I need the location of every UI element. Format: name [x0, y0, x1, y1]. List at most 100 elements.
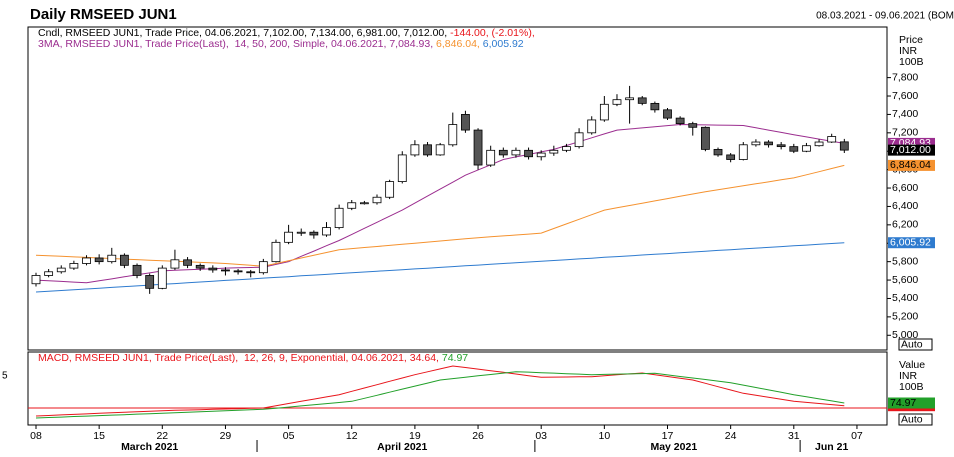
- axis-label: 100B: [899, 381, 924, 393]
- scale-button-label[interactable]: Auto: [901, 338, 923, 350]
- x-tick-label: 15: [93, 430, 105, 442]
- candle-body: [372, 196, 382, 204]
- y-tick-label: 5,400: [892, 292, 918, 304]
- candle-body: [145, 275, 155, 289]
- month-label: April 2021: [377, 441, 427, 453]
- value-tag-label: 6,005.92: [890, 236, 931, 248]
- candle-body: [94, 257, 104, 263]
- series-line: [35, 242, 845, 293]
- candle-body: [82, 257, 91, 264]
- value-tag-label: 6,846.04: [890, 159, 931, 171]
- value-tag: [888, 137, 935, 149]
- candle-body: [296, 231, 306, 234]
- x-tick-label: 08: [30, 430, 42, 442]
- candle-body: [183, 259, 192, 266]
- candle-body: [827, 136, 837, 143]
- candle-body: [233, 270, 243, 273]
- candle-body: [498, 149, 508, 156]
- candle-body: [713, 148, 723, 156]
- candle-body: [410, 144, 420, 156]
- candle-body: [549, 149, 559, 154]
- candle-body: [524, 149, 533, 158]
- candle-body: [726, 154, 736, 160]
- month-label: May 2021: [650, 441, 697, 453]
- candle-body: [789, 146, 799, 152]
- candle-body: [334, 207, 344, 229]
- x-tick-label: 12: [346, 430, 358, 442]
- legend-text: MACD, RMSEED JUN1, Trade Price(Last), 12…: [38, 352, 442, 364]
- candle-body: [675, 117, 685, 125]
- date-range: 08.03.2021 - 09.06.2021 (BOM: [816, 11, 954, 22]
- legend-line: MACD, RMSEED JUN1, Trade Price(Last), 12…: [38, 352, 468, 364]
- candle-body: [208, 267, 218, 271]
- candle-body: [69, 263, 79, 269]
- macd-panel-frame: [27, 351, 888, 426]
- x-tick-label: 24: [725, 430, 737, 442]
- scale-button[interactable]: [898, 413, 933, 426]
- candle-body: [448, 124, 458, 146]
- y-tick-label: 5,800: [892, 255, 918, 267]
- candle-body: [120, 254, 129, 266]
- candle-body: [599, 103, 609, 121]
- candle-body: [625, 97, 635, 101]
- x-tick-label: 31: [788, 430, 800, 442]
- x-tick-label: 22: [156, 430, 168, 442]
- legend-text: 3MA, RMSEED JUN1, Trade Price(Last), 14,…: [38, 38, 436, 50]
- series-line: [35, 371, 845, 419]
- value-tag-label: 7,012.00: [890, 144, 931, 156]
- candle-body: [347, 202, 357, 209]
- y-tick-label: 6,400: [892, 200, 918, 212]
- x-tick-label: 19: [409, 430, 421, 442]
- legend-text: -144.00, (-2.01%),: [450, 27, 535, 39]
- scale-button-label[interactable]: Auto: [901, 413, 923, 425]
- candle-body: [258, 261, 268, 274]
- candle-body: [751, 141, 761, 146]
- value-tag-label: 74.97: [890, 397, 916, 409]
- candle-body: [195, 264, 205, 269]
- legend-text: 6,005.92: [483, 38, 524, 50]
- candle-body: [284, 231, 294, 243]
- candle-body: [839, 141, 849, 151]
- candle-body: [157, 267, 167, 289]
- axis-label: INR: [899, 370, 918, 382]
- y-tick-label: 7,400: [892, 108, 918, 120]
- candle-body: [385, 181, 395, 198]
- y-tick-label: 5,200: [892, 311, 918, 323]
- value-tag: [888, 144, 935, 156]
- candle-body: [612, 99, 622, 105]
- candle-body: [814, 141, 824, 147]
- candle-body: [738, 144, 748, 160]
- y-tick-label: 5,000: [892, 329, 918, 341]
- x-tick-label: 07: [851, 430, 863, 442]
- legend-line: 3MA, RMSEED JUN1, Trade Price(Last), 14,…: [38, 38, 524, 50]
- candle-body: [461, 114, 470, 131]
- x-tick-label: 05: [283, 430, 295, 442]
- candle-body: [31, 275, 41, 285]
- axis-label: Price: [899, 34, 923, 46]
- legend-text: Cndl, RMSEED JUN1, Trade Price, 04.06.20…: [38, 27, 450, 39]
- candle-body: [322, 227, 331, 236]
- candle-body: [511, 149, 521, 156]
- candle-body: [435, 144, 445, 156]
- candle-body: [246, 271, 256, 274]
- y-tick-label: 5,600: [892, 274, 918, 286]
- value-tag: [888, 237, 935, 249]
- scale-button[interactable]: [898, 338, 933, 351]
- candle-body: [650, 102, 660, 111]
- legend-text: 6,846.04,: [436, 38, 483, 50]
- candle-body: [309, 231, 319, 236]
- candle-body: [486, 149, 496, 166]
- candle-body: [536, 152, 546, 158]
- x-tick-label: 29: [220, 430, 232, 442]
- axis-label: Value: [899, 359, 925, 371]
- y-tick-label: 7,600: [892, 90, 918, 102]
- value-tag: [888, 159, 935, 171]
- x-tick-label: 03: [535, 430, 547, 442]
- candle-body: [574, 132, 584, 148]
- candle-body: [587, 119, 597, 134]
- candle-body: [423, 144, 432, 156]
- y-tick-label: 7,200: [892, 127, 918, 139]
- candle-body: [764, 141, 773, 146]
- month-label: Jun 21: [815, 441, 848, 453]
